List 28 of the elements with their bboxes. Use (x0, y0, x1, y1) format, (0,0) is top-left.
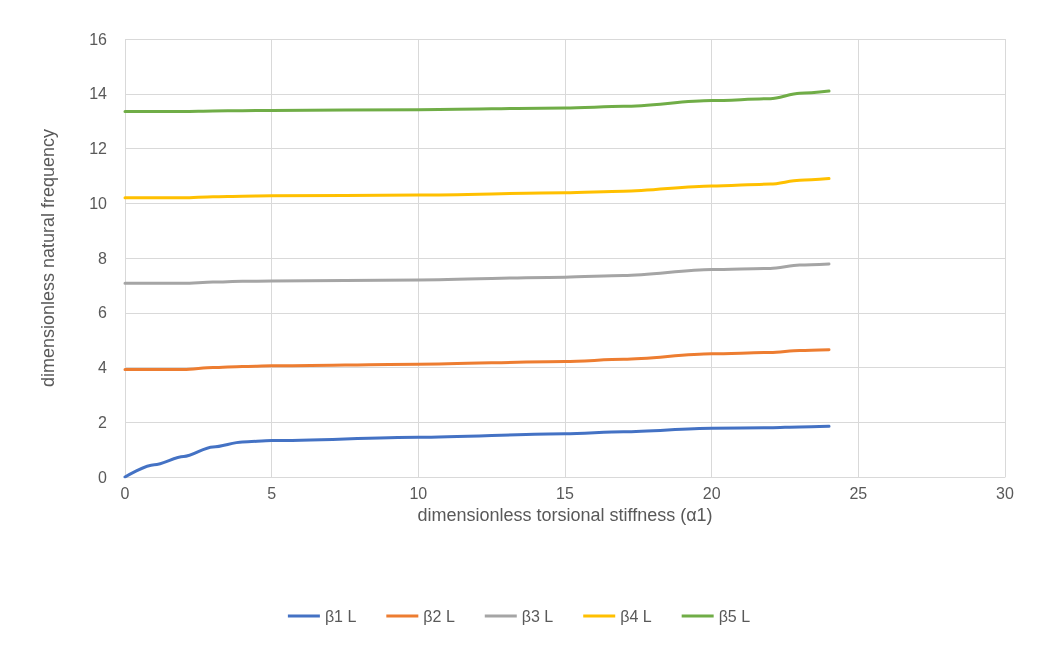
x-axis-title: dimensionless torsional stiffness (α1) (417, 504, 713, 525)
x-tick-label: 20 (702, 484, 721, 502)
legend-label: β5 L (718, 607, 751, 625)
x-tick-label: 25 (849, 484, 868, 502)
y-axis-title: dimensionless natural frequency (38, 128, 58, 388)
y-tick-label: 8 (98, 249, 108, 267)
x-tick-label: 30 (996, 484, 1014, 502)
line-series (123, 262, 831, 285)
legend-label: β1 L (324, 607, 357, 625)
line-series (123, 424, 831, 479)
line-series (123, 177, 831, 200)
y-tick-label: 0 (98, 468, 108, 486)
legend-label: β4 L (620, 607, 652, 625)
y-tick-label: 6 (98, 304, 108, 322)
legend-label: β3 L (521, 607, 554, 625)
x-tick-label: 10 (409, 484, 428, 502)
x-tick-label: 0 (120, 484, 130, 502)
y-tick-label: 2 (98, 413, 108, 431)
y-tick-label: 4 (98, 359, 108, 376)
y-tick-label: 16 (89, 30, 108, 48)
line-series (123, 89, 831, 114)
x-tick-label: 15 (556, 484, 574, 502)
y-tick-label: 14 (89, 85, 108, 103)
y-tick-label: 10 (89, 194, 108, 212)
y-tick-label: 12 (89, 140, 108, 157)
legend-label: β2 L (423, 607, 455, 625)
line-series (123, 348, 831, 371)
x-tick-label: 5 (267, 484, 277, 502)
